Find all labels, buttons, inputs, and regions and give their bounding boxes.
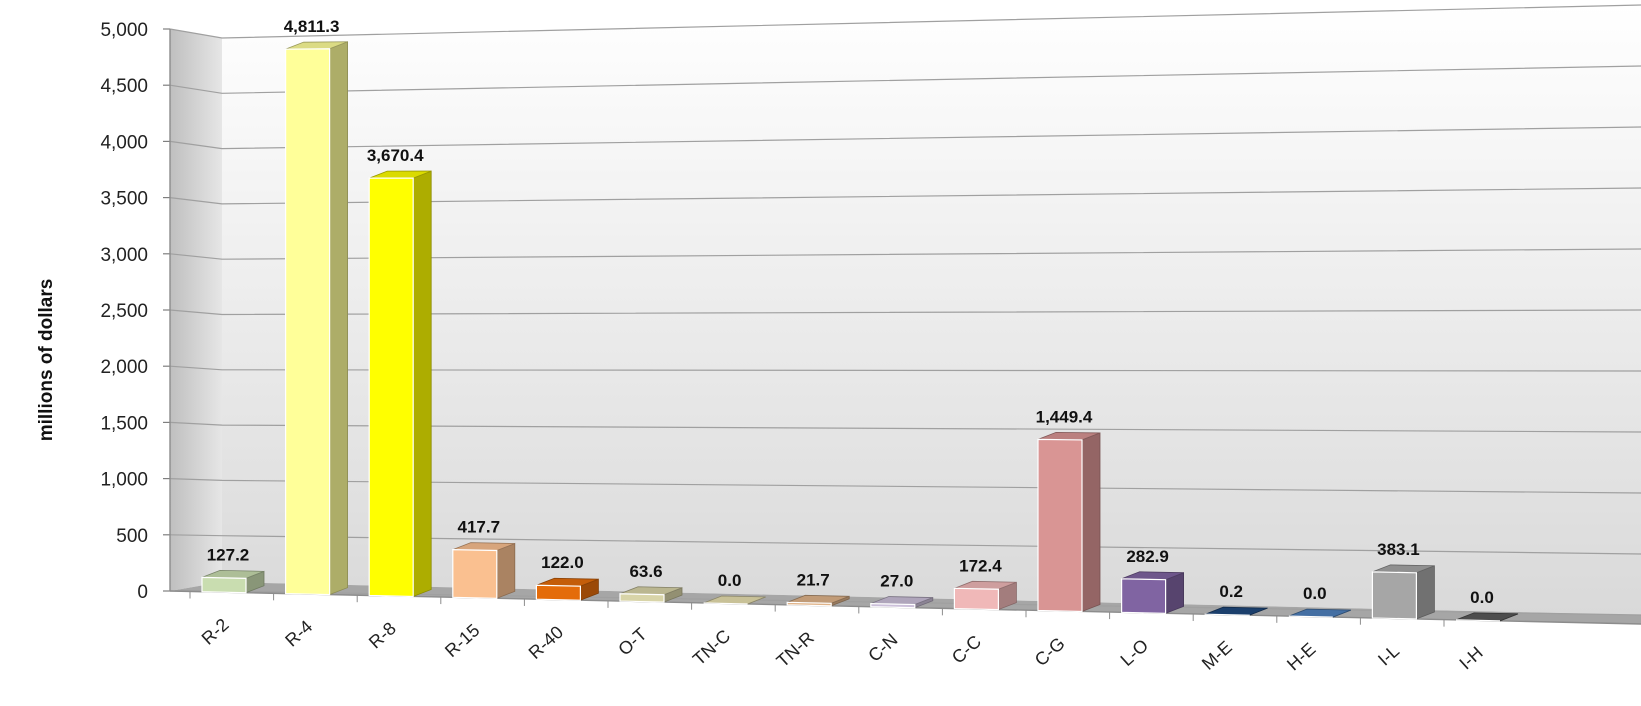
x-tick-label: R-40 xyxy=(525,622,567,663)
data-label: 0.2 xyxy=(1219,582,1243,601)
data-label: 21.7 xyxy=(797,570,830,589)
back-wall xyxy=(222,5,1641,615)
gridline xyxy=(169,421,1641,433)
gridline xyxy=(169,309,1641,316)
data-label: 63.6 xyxy=(629,562,662,581)
bar-front xyxy=(1455,619,1501,622)
data-label: 417.7 xyxy=(458,518,501,537)
x-tick-label: C-N xyxy=(864,629,901,665)
y-axis-label: millions of dollars xyxy=(36,279,57,442)
bar-front xyxy=(535,584,582,601)
bar xyxy=(953,580,1017,611)
bar xyxy=(535,577,599,601)
bar-side xyxy=(1416,565,1435,620)
y-tick-label: 3,500 xyxy=(100,189,148,210)
y-tick-label: 5,000 xyxy=(100,20,148,41)
bar-front xyxy=(1120,578,1167,614)
bar xyxy=(452,542,516,599)
x-tick-label: M-E xyxy=(1198,637,1236,674)
bar-side xyxy=(329,41,349,596)
y-tick-label: 2,000 xyxy=(100,357,148,378)
bar-front xyxy=(1037,438,1083,613)
bar xyxy=(619,586,683,603)
bar xyxy=(201,569,265,594)
bar-front xyxy=(201,576,247,594)
data-label: 0.0 xyxy=(1470,588,1494,607)
data-label: 0.0 xyxy=(718,571,742,590)
bar-front xyxy=(870,602,916,609)
bar-front xyxy=(1371,571,1418,620)
x-tick-label: TN-R xyxy=(773,628,818,672)
data-label: 172.4 xyxy=(959,556,1002,575)
data-label: 127.2 xyxy=(207,545,250,564)
gridline xyxy=(169,365,1641,372)
y-tick-label: 0 xyxy=(137,582,148,603)
x-tick-label: H-E xyxy=(1283,639,1319,675)
data-label: 27.0 xyxy=(880,572,913,591)
y-tick-label: 3,000 xyxy=(100,245,148,266)
x-tick-label: R-4 xyxy=(281,616,316,650)
y-tick-label: 1,500 xyxy=(100,413,148,434)
bar-front xyxy=(452,549,498,599)
y-tick-label: 4,500 xyxy=(100,76,148,97)
x-tick-label: TN-C xyxy=(689,626,734,670)
y-tick-label: 4,000 xyxy=(100,132,148,153)
data-label: 383.1 xyxy=(1377,540,1420,559)
bar-side xyxy=(1081,432,1101,613)
bar xyxy=(1037,431,1101,613)
x-tick-label: R-8 xyxy=(365,618,400,652)
bar xyxy=(786,594,850,607)
bar xyxy=(870,596,934,609)
gridline xyxy=(169,4,1641,39)
bar xyxy=(1120,571,1184,614)
gridline xyxy=(169,126,1641,150)
bar-front xyxy=(703,602,748,605)
bar xyxy=(1455,612,1519,622)
bar-front xyxy=(1204,613,1250,616)
data-label: 122.0 xyxy=(541,553,584,572)
side-wall xyxy=(170,29,222,591)
data-label: 3,670.4 xyxy=(367,146,424,165)
gridline xyxy=(169,534,1641,555)
bar xyxy=(285,41,349,596)
bar-side xyxy=(412,170,432,598)
bar xyxy=(368,170,432,598)
bar-front xyxy=(619,593,665,603)
gridline xyxy=(169,65,1641,94)
x-tick-label: I-L xyxy=(1374,641,1403,670)
gridline xyxy=(169,248,1641,260)
x-tick-label: O-T xyxy=(614,624,650,660)
bar-front xyxy=(285,48,331,596)
bar-front xyxy=(1288,615,1333,618)
x-tick-label: I-H xyxy=(1455,643,1486,674)
gridline xyxy=(169,187,1641,205)
bar-front xyxy=(368,177,414,598)
bar xyxy=(1288,608,1351,618)
y-tick-label: 1,000 xyxy=(100,470,148,491)
data-label: 4,811.3 xyxy=(284,17,340,36)
bar xyxy=(1371,564,1435,620)
x-tick-label: C-G xyxy=(1031,633,1069,670)
x-tick-label: R-2 xyxy=(198,614,233,648)
data-label: 282.9 xyxy=(1126,547,1169,566)
bar-front xyxy=(953,587,1000,611)
y-tick-label: 2,500 xyxy=(100,301,148,322)
bar xyxy=(703,595,766,605)
data-label: 1,449.4 xyxy=(1036,407,1093,426)
data-label: 0.0 xyxy=(1303,584,1327,603)
bar-front xyxy=(786,601,832,607)
x-tick-label: R-15 xyxy=(441,620,483,661)
data-labels: 127.2 4,811.3 3,670.4 417.7 122.0 63.6 0.0 21.7… xyxy=(207,17,1494,607)
x-tick-label: C-C xyxy=(948,631,985,667)
bar xyxy=(1204,606,1268,616)
bar-side xyxy=(496,542,516,599)
y-tick-label: 500 xyxy=(116,526,148,547)
bars xyxy=(201,41,1519,622)
x-tick-label: L-O xyxy=(1117,635,1153,670)
gridline xyxy=(169,478,1641,494)
